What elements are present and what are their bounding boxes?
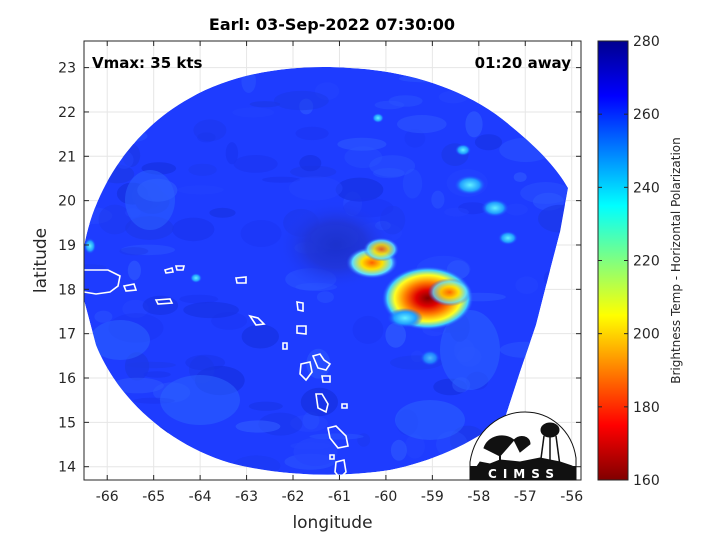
island-outline <box>122 283 138 292</box>
colorbar-tick-label: 220 <box>633 254 660 270</box>
island-outline <box>296 325 307 335</box>
x-tick-label: -57 <box>514 489 537 505</box>
cimss-logo: CIMSS <box>469 411 577 481</box>
island-outline <box>248 314 266 326</box>
x-tick-label: -63 <box>235 489 258 505</box>
x-tick-label: -59 <box>421 489 444 505</box>
island-outline <box>154 298 174 305</box>
cyan-cloud-patch <box>190 273 202 283</box>
y-tick-label: 14 <box>58 460 76 476</box>
cyan-cloud-patch <box>372 113 384 123</box>
colorbar-label: Brightness Temp - Horizontal Polarizatio… <box>669 137 683 384</box>
island-outline <box>163 267 174 274</box>
y-tick-label: 23 <box>58 61 76 77</box>
cyan-cloud-patch <box>498 231 518 245</box>
island-outline <box>315 393 329 414</box>
colorbar-ticks: 160 180 200 220 240 260 280 <box>598 34 660 489</box>
colorbar-tick-label: 200 <box>633 327 660 343</box>
y-tick-label: 21 <box>58 149 76 165</box>
y-axis-ticks: 14 15 16 17 18 19 20 21 22 23 <box>58 61 581 476</box>
y-tick-label: 16 <box>58 371 76 387</box>
island-outline <box>282 342 288 350</box>
coastlines <box>84 265 349 480</box>
x-axis-label: longitude <box>292 513 372 533</box>
y-tick-label: 19 <box>58 238 76 254</box>
colorbar-tick-label: 160 <box>633 473 660 489</box>
colorbar: 160 180 200 220 240 260 280 Brightness Temp - … <box>597 34 683 489</box>
x-tick-label: -66 <box>96 489 119 505</box>
vmax-annotation: Vmax: 35 kts <box>92 54 202 72</box>
island-outline <box>341 403 348 409</box>
island-outline <box>235 276 247 284</box>
plot-frame <box>83 40 582 481</box>
plot-area: -66 -65 -64 -63 -62 -61 -60 -59 -58 -57 -56 14 15 16… <box>58 40 583 505</box>
x-tick-label: -65 <box>142 489 165 505</box>
island-outline <box>327 425 349 449</box>
island-outline <box>299 361 313 382</box>
cyan-cloud-patch <box>455 144 471 156</box>
island-outline <box>311 353 332 371</box>
cimss-logo-text: CIMSS <box>488 467 560 481</box>
y-axis-label: latitude <box>31 228 51 293</box>
island-outline <box>174 265 186 271</box>
colorbar-tick-label: 180 <box>633 400 660 416</box>
colorbar-tick-label: 240 <box>633 180 660 196</box>
x-axis-ticks: -66 -65 -64 -63 -62 -61 -60 -59 -58 -57 -56 <box>96 41 583 505</box>
cold-cloud-core <box>427 278 472 307</box>
cyan-cloud-patch <box>420 350 440 366</box>
island-outline <box>329 454 335 460</box>
x-tick-label: -61 <box>328 489 351 505</box>
colorbar-tick-label: 260 <box>633 107 660 123</box>
cyan-cloud-patch <box>481 199 509 217</box>
island-outline <box>84 269 121 295</box>
colorbar-gradient <box>597 40 629 481</box>
y-tick-label: 15 <box>58 415 76 431</box>
y-tick-label: 18 <box>58 282 76 298</box>
island-outline <box>321 375 331 383</box>
cyan-cloud-patch <box>84 238 96 254</box>
y-tick-label: 17 <box>58 327 76 343</box>
island-outline <box>334 459 347 480</box>
y-tick-label: 20 <box>58 194 76 210</box>
x-tick-label: -64 <box>189 489 212 505</box>
island-outline <box>296 301 304 312</box>
cold-cloud-core <box>363 237 400 262</box>
x-tick-label: -60 <box>374 489 397 505</box>
y-tick-label: 22 <box>58 105 76 121</box>
x-tick-label: -62 <box>282 489 305 505</box>
x-tick-label: -58 <box>467 489 490 505</box>
colorbar-tick-label: 280 <box>633 34 660 50</box>
cyan-cloud-patch <box>387 308 423 328</box>
x-tick-label: -56 <box>560 489 583 505</box>
time-away-annotation: 01:20 away <box>475 54 572 72</box>
cyan-cloud-patch <box>454 175 486 195</box>
cold-cloud-features <box>84 113 518 366</box>
chart-title: Earl: 03-Sep-2022 07:30:00 <box>209 15 455 34</box>
